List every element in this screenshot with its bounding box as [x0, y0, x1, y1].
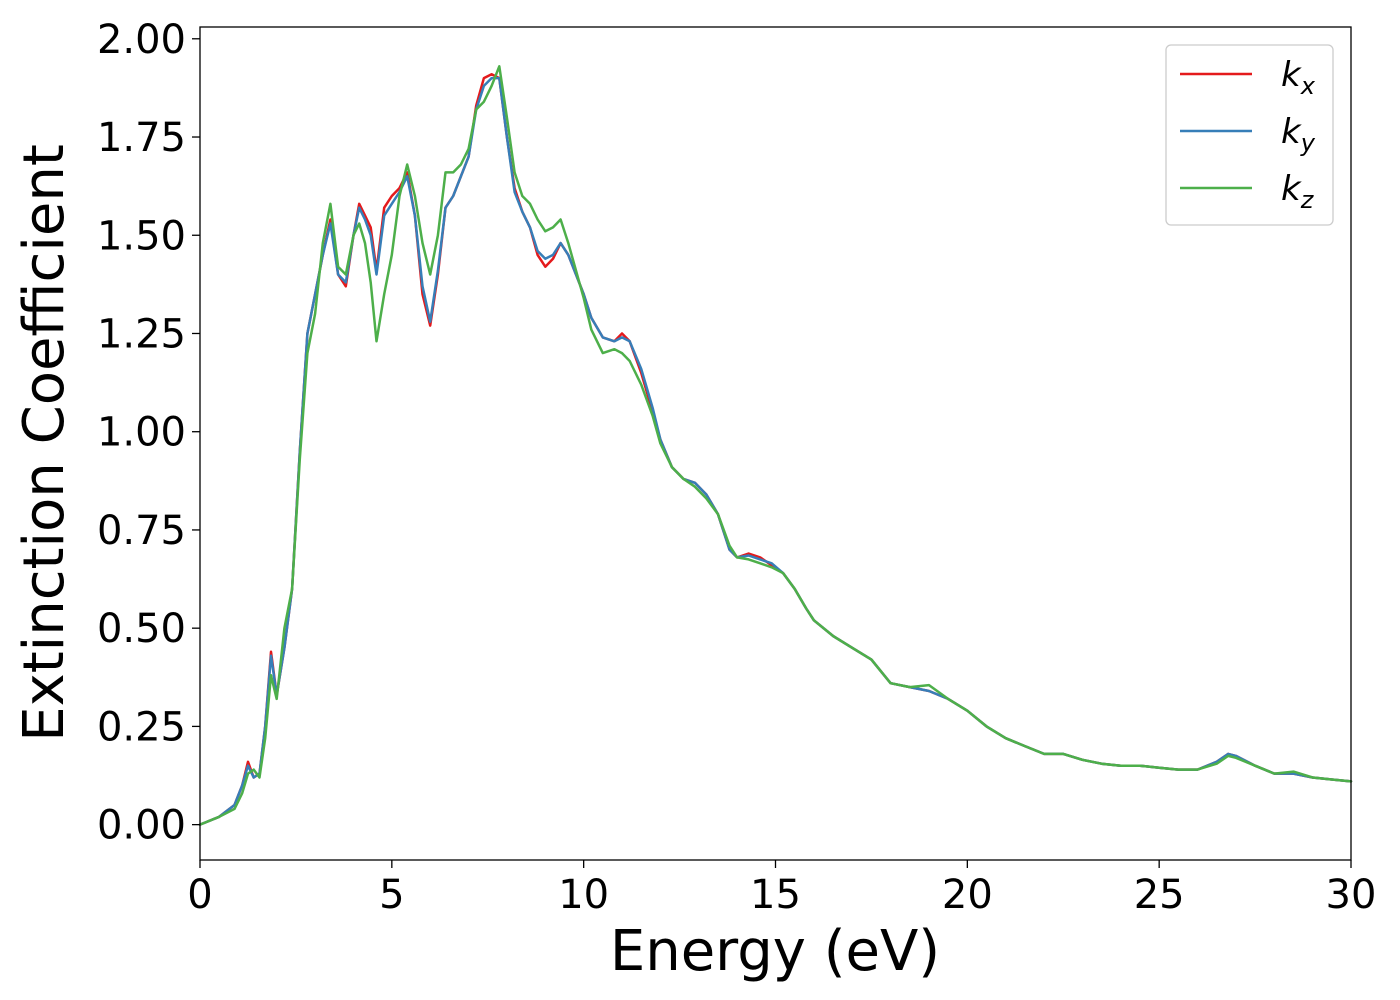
legend-label: kz: [1281, 169, 1315, 214]
legend-label: ky: [1281, 112, 1316, 157]
series-line-kz: [198, 65, 1353, 826]
x-tick-label: 0: [187, 872, 212, 918]
x-tick-label: 15: [750, 872, 801, 918]
y-axis-title: Extinction Coefficient: [12, 144, 77, 742]
legend-box: [1165, 44, 1334, 226]
y-tick-label: 1.00: [97, 410, 186, 456]
x-tick-label: 30: [1326, 872, 1377, 918]
legend-label-subscript: y: [1300, 129, 1316, 157]
y-tick-label: 1.50: [97, 213, 186, 259]
y-tick-label: 1.25: [97, 311, 186, 357]
x-tick-label: 10: [558, 872, 609, 918]
x-axis-title: Energy (eV): [610, 919, 940, 984]
legend-label-main: k: [1281, 112, 1302, 152]
y-tick-label: 1.75: [97, 115, 186, 161]
y-axis: 0.00 0.25 0.50 0.75 1.00 1.25 1.50 1.75 2.00: [97, 17, 200, 849]
y-tick-label: 0.75: [97, 508, 186, 554]
legend-label-main: k: [1281, 55, 1302, 95]
legend-label: kx: [1281, 55, 1316, 100]
y-tick-label: 2.00: [97, 17, 186, 63]
x-axis: 0 5 10 15 20 25 30: [187, 860, 1376, 918]
x-tick-label: 5: [379, 872, 404, 918]
legend-label-main: k: [1281, 169, 1302, 209]
y-tick-label: 0.25: [97, 704, 186, 750]
y-tick-label: 0.50: [97, 606, 186, 652]
legend-label-subscript: z: [1300, 186, 1315, 214]
y-tick-label: 0.00: [97, 803, 186, 849]
series-layer: [198, 65, 1353, 826]
legend-label-subscript: x: [1300, 72, 1316, 100]
x-tick-label: 20: [942, 872, 993, 918]
x-tick-label: 25: [1134, 872, 1185, 918]
